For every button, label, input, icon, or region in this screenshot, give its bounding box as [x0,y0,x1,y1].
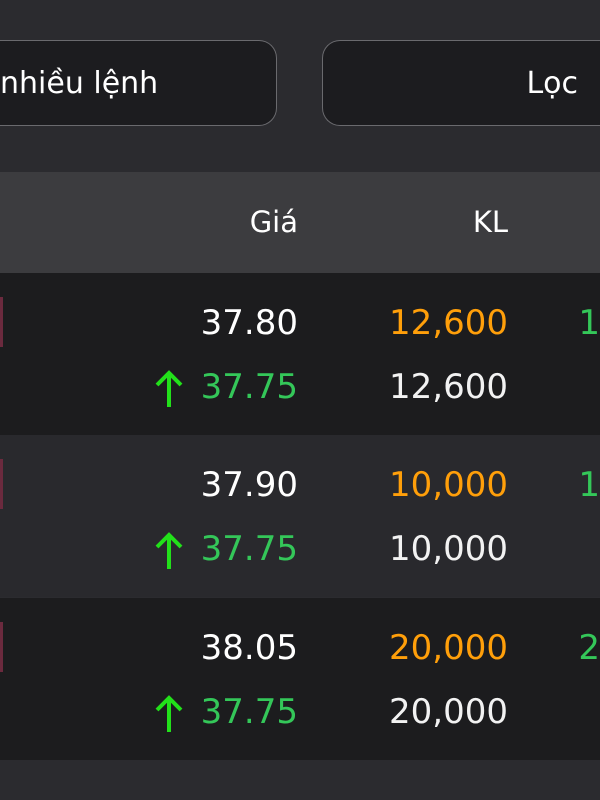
matched-volume: 10,000 [389,529,508,569]
matched-price: 37.75 [200,529,298,569]
place-multiple-orders-button[interactable]: nhiều lệnh [0,40,277,126]
table-header: Giá KL [0,172,600,273]
table-row[interactable]: 37.80 12,600 1 37.75 12,600 [0,273,600,435]
order-volume: 10,000 [389,465,508,505]
side-marker [0,297,3,347]
truncated-value: 1 [578,303,600,343]
place-multiple-orders-label: nhiều lệnh [0,65,159,101]
arrow-up-icon [155,370,183,407]
filter-button[interactable]: Lọc [322,40,600,126]
matched-price: 37.75 [200,692,298,732]
table-row[interactable]: 38.05 20,000 2 37.75 20,000 [0,598,600,760]
arrow-up-icon [155,532,183,569]
column-header-volume: KL [472,205,508,239]
matched-volume: 12,600 [389,367,508,407]
order-price: 37.80 [200,303,298,343]
filter-label: Lọc [526,65,578,101]
truncated-value: 1 [578,465,600,505]
side-marker [0,622,3,672]
side-marker [0,459,3,509]
footer-area [0,760,600,800]
truncated-value: 2 [578,628,600,668]
table-row[interactable]: 37.90 10,000 1 37.75 10,000 [0,435,600,597]
arrow-up-icon [155,695,183,732]
matched-volume: 20,000 [389,692,508,732]
order-volume: 20,000 [389,628,508,668]
column-header-price: Giá [249,205,298,239]
order-price: 38.05 [200,628,298,668]
matched-price: 37.75 [200,367,298,407]
order-volume: 12,600 [389,303,508,343]
order-price: 37.90 [200,465,298,505]
